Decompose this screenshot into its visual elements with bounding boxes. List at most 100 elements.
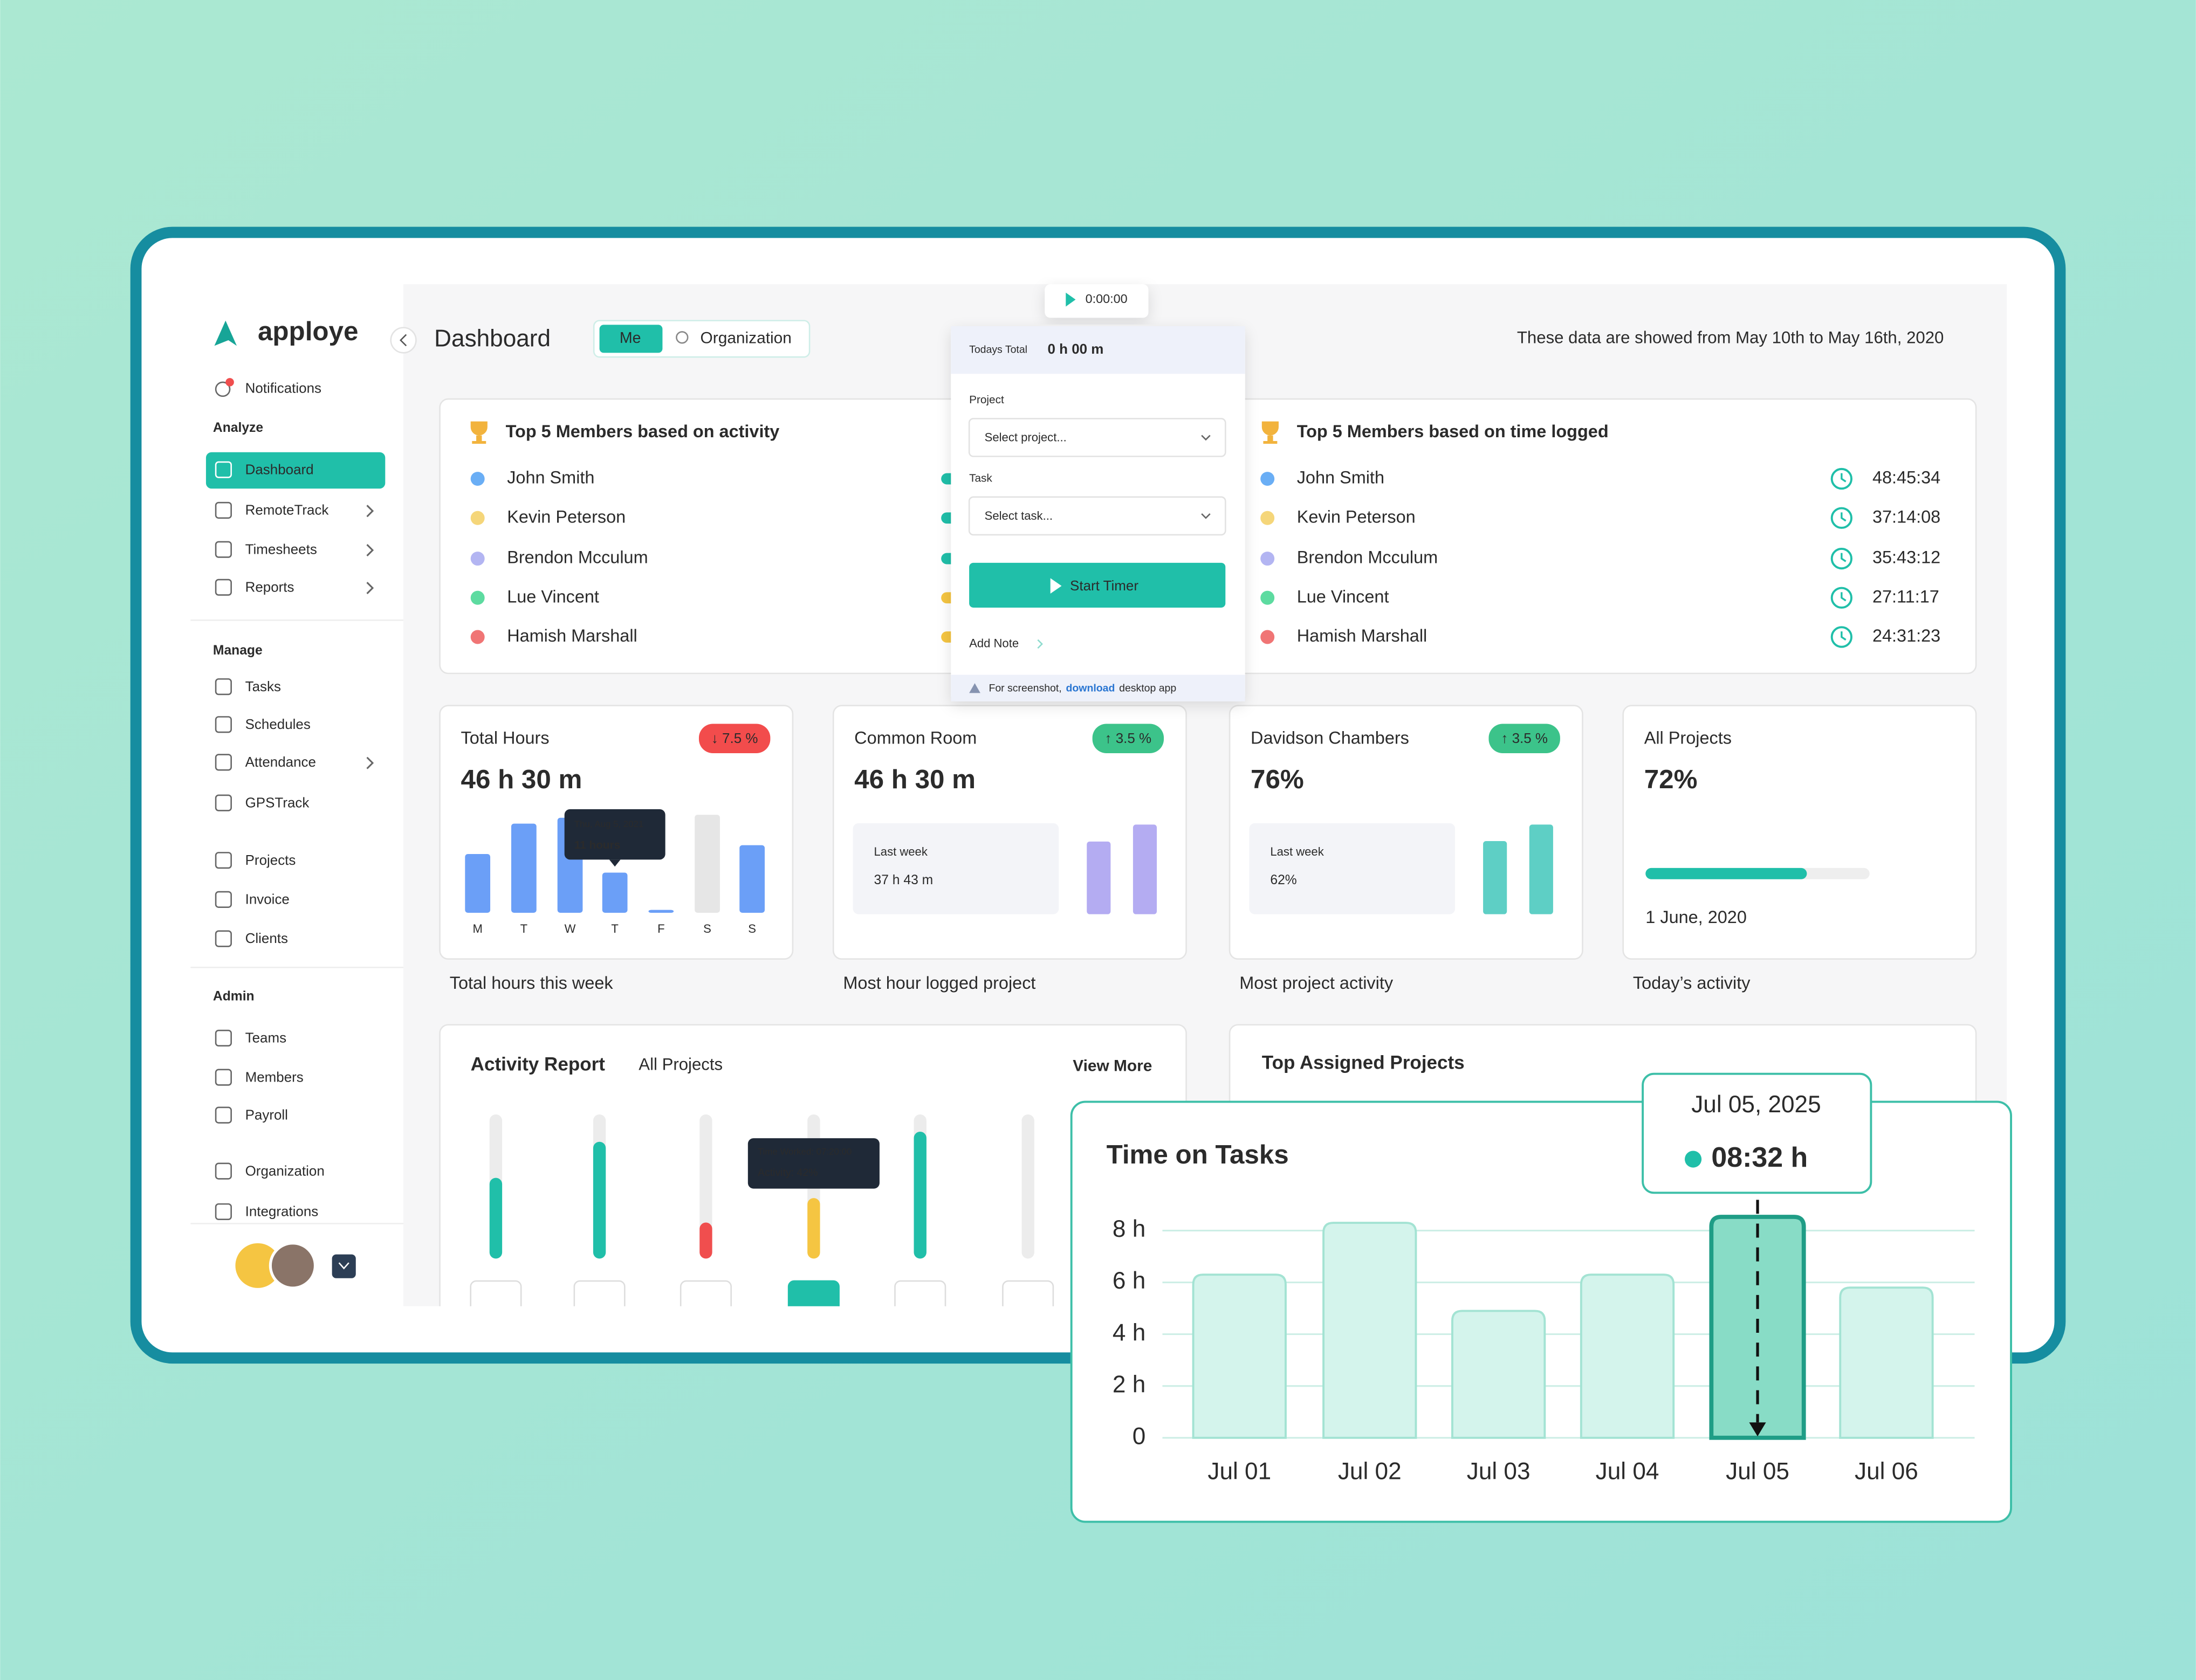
- date-chip[interactable]: [680, 1280, 732, 1314]
- date-chip[interactable]: [1002, 1280, 1054, 1314]
- select-placeholder: Select project...: [985, 431, 1067, 444]
- sidebar-item[interactable]: Timesheets: [245, 541, 317, 557]
- footer-text: desktop app: [1119, 683, 1176, 694]
- toggle-option[interactable]: Me: [620, 329, 641, 347]
- member-name: Hamish Marshall: [507, 626, 637, 645]
- member-name: Lue Vincent: [507, 587, 599, 606]
- x-tick-label: Jul 04: [1596, 1458, 1659, 1484]
- chevron: [1037, 639, 1043, 649]
- sidebar-item[interactable]: Integrations: [245, 1203, 319, 1220]
- select[interactable]: [968, 418, 1226, 457]
- account-dropdown[interactable]: [332, 1254, 356, 1278]
- sidebar-item[interactable]: Teams: [245, 1030, 286, 1046]
- day-bar: [739, 845, 765, 913]
- tooltip-title: Jul 05, 2025: [1691, 1091, 1821, 1118]
- sidebar-item[interactable]: Members: [245, 1069, 304, 1085]
- start-button[interactable]: [969, 562, 1226, 608]
- date-chip[interactable]: [470, 1280, 522, 1314]
- filter[interactable]: All Projects: [639, 1055, 723, 1073]
- clock-hands: [1841, 592, 1847, 602]
- tooltip: [747, 1138, 880, 1189]
- chevron: [338, 1262, 349, 1270]
- last-week-label: Last week: [1270, 845, 1324, 858]
- member-name: Kevin Peterson: [507, 507, 626, 526]
- sidebar-icon: [215, 794, 232, 811]
- stat-caption: Most project activity: [1239, 973, 1394, 993]
- avatar: [235, 1243, 280, 1288]
- sidebar-item[interactable]: Attendance: [245, 754, 316, 770]
- collapse-button[interactable]: [390, 327, 417, 354]
- sidebar-item[interactable]: Notifications: [245, 380, 321, 396]
- sidebar-item[interactable]: Schedules: [245, 716, 311, 732]
- sidebar-item[interactable]: RemoteTrack: [245, 502, 330, 518]
- member-time: 24:31:23: [1872, 626, 1940, 645]
- day-label: W: [565, 922, 576, 935]
- toggle-option[interactable]: Organization: [701, 329, 792, 347]
- bar: [1322, 1222, 1417, 1439]
- stat-caption: Most hour logged project: [843, 973, 1035, 993]
- clock-icon: [1830, 587, 1852, 609]
- add-note[interactable]: Add Note: [969, 636, 1019, 650]
- sidebar-icon: [215, 1162, 232, 1180]
- date-chip[interactable]: [894, 1280, 946, 1314]
- trend-badge-text: ↓ 7.5 %: [711, 730, 758, 746]
- date-chip[interactable]: [573, 1280, 626, 1314]
- chart-title: Time on Tasks: [1107, 1140, 1289, 1169]
- y-tick-label: 0: [1133, 1423, 1146, 1449]
- member-time: 48:45:34: [1872, 468, 1940, 487]
- sidebar-item[interactable]: Tasks: [245, 678, 281, 694]
- x-tick-label: Jul 05: [1726, 1458, 1789, 1484]
- last-week-box: [1249, 823, 1456, 914]
- y-tick-label: 6 h: [1113, 1268, 1145, 1294]
- clock-hands: [1841, 512, 1847, 522]
- sidebar-item[interactable]: Dashboard: [245, 461, 314, 477]
- clock-icon: [1830, 626, 1852, 648]
- trend-badge: [1092, 724, 1164, 754]
- tooltip-date: Thu, Aug 5, 2021: [574, 819, 643, 829]
- sidebar-icon: [215, 541, 232, 558]
- bar: [1580, 1273, 1675, 1439]
- tooltip-dot: [1685, 1151, 1702, 1168]
- sidebar-item[interactable]: Clients: [245, 930, 288, 946]
- tooltip-value: 11 hours: [574, 839, 620, 851]
- day-bar: [695, 815, 720, 913]
- member-dot: [1260, 590, 1275, 605]
- member-dot: [1260, 472, 1275, 486]
- sidebar-item[interactable]: Organization: [245, 1162, 325, 1179]
- toggle-active: [599, 325, 663, 353]
- member-time: 37:14:08: [1872, 507, 1940, 526]
- link[interactable]: View More: [1073, 1057, 1152, 1075]
- stat-title: All Projects: [1644, 728, 1732, 748]
- select[interactable]: [968, 496, 1226, 536]
- stat-value: 46 h 30 m: [461, 765, 582, 794]
- play-icon: [1050, 578, 1062, 594]
- sidebar-item[interactable]: Payroll: [245, 1106, 288, 1123]
- chevron: [1201, 435, 1211, 441]
- page-title: Dashboard: [434, 326, 551, 352]
- timer-chip[interactable]: [1045, 284, 1149, 318]
- clock-icon: [1830, 467, 1852, 490]
- tooltip-text: Activity: 42%: [758, 1167, 818, 1179]
- download-link[interactable]: download: [1066, 683, 1115, 694]
- sidebar-item[interactable]: Projects: [245, 852, 296, 868]
- sidebar-section-title: Manage: [213, 643, 263, 658]
- sidebar-icon: [215, 930, 232, 947]
- tooltip-arrow: [609, 859, 621, 867]
- date-chip[interactable]: [787, 1280, 840, 1314]
- clock-hands: [1841, 631, 1847, 641]
- org-icon: [676, 331, 689, 344]
- x-tick-label: Jul 03: [1467, 1458, 1531, 1484]
- member-dot: [1260, 511, 1275, 525]
- sidebar-item[interactable]: Invoice: [245, 891, 290, 907]
- sidebar-item[interactable]: GPSTrack: [245, 794, 310, 810]
- sidebar-item[interactable]: Reports: [245, 579, 294, 595]
- compare-bar: [1529, 824, 1553, 914]
- y-tick-label: 4 h: [1113, 1319, 1145, 1346]
- x-tick-label: Jul 01: [1207, 1458, 1271, 1484]
- stat-title: Total Hours: [461, 728, 550, 748]
- popup-footer: [951, 674, 1245, 701]
- member-dot: [470, 630, 485, 644]
- member-dot: [470, 472, 485, 486]
- stat-value: 72%: [1644, 765, 1698, 794]
